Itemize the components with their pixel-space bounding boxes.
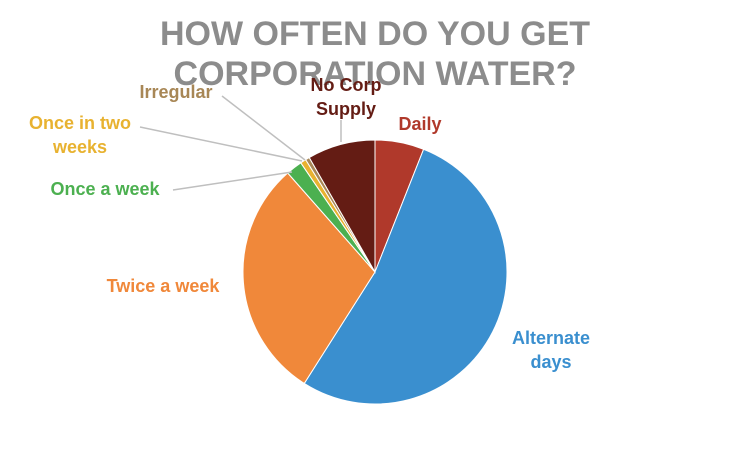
leader-line: [221, 95, 306, 161]
slice-label: Irregular: [139, 82, 213, 102]
pie-slice: [242, 172, 376, 385]
leader-line: [139, 126, 303, 162]
slice-label: Once a week: [50, 179, 160, 199]
leader-line: [172, 171, 293, 191]
slice-label: Twice a week: [106, 276, 220, 296]
pie-slice: [308, 139, 376, 274]
slice-label: No Corp Supply: [310, 75, 382, 119]
chart-title: HOW OFTEN DO YOU GET CORPORATION WATER?: [159, 15, 591, 93]
pie-slice: [303, 148, 508, 405]
slice-label: Daily: [398, 114, 442, 134]
slice-label: Once in two weeks: [28, 113, 131, 157]
slice-label: Alternate days: [511, 328, 591, 372]
